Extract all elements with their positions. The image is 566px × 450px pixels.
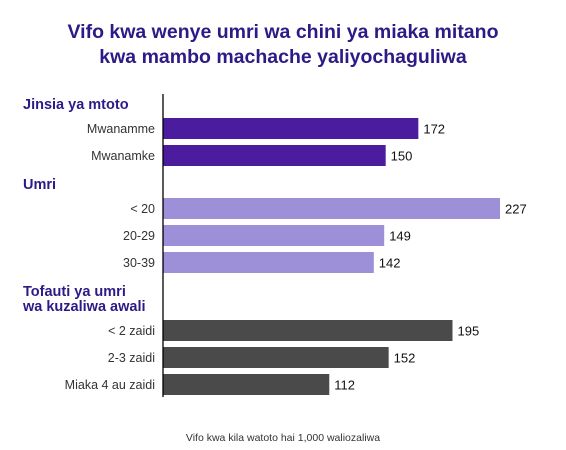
bar: [163, 252, 374, 273]
group-heading: wa kuzaliwa awali: [22, 299, 146, 315]
value-label: 195: [457, 324, 479, 339]
category-label: < 2 zaidi: [108, 324, 155, 338]
bar: [163, 374, 330, 395]
category-label: Mwanamke: [91, 149, 155, 163]
value-label: 227: [505, 202, 527, 217]
chart-title-line-2: kwa mambo machache yaliyochaguliwa: [99, 46, 467, 68]
category-label: 20-29: [123, 229, 155, 243]
category-label: 30-39: [123, 256, 155, 270]
chart-title-line-1: Vifo kwa wenye umri wa chini ya miaka mi…: [67, 21, 499, 43]
bar: [163, 118, 419, 139]
x-axis-caption: Vifo kwa kila watoto hai 1,000 waliozali…: [185, 432, 381, 444]
value-label: 142: [379, 256, 401, 271]
value-label: 172: [423, 122, 445, 137]
group-heading: Umri: [23, 177, 56, 193]
bar: [163, 225, 385, 246]
chart-title: Vifo kwa wenye umri wa chini ya miaka mi…: [0, 20, 566, 70]
bar: [163, 320, 453, 341]
category-label: Miaka 4 au zaidi: [65, 378, 155, 392]
value-label: 152: [394, 351, 416, 366]
value-label: 150: [391, 149, 413, 164]
value-label: 149: [389, 229, 411, 244]
group-heading: Jinsia ya mtoto: [23, 97, 129, 113]
category-label: Mwanamme: [87, 122, 155, 136]
value-label: 112: [334, 378, 355, 393]
category-label: 2-3 zaidi: [108, 351, 155, 365]
bar: [163, 198, 500, 219]
category-label: < 20: [130, 202, 155, 216]
group-heading: Tofauti ya umri: [23, 284, 126, 300]
bar: [163, 145, 386, 166]
bar: [163, 347, 389, 368]
